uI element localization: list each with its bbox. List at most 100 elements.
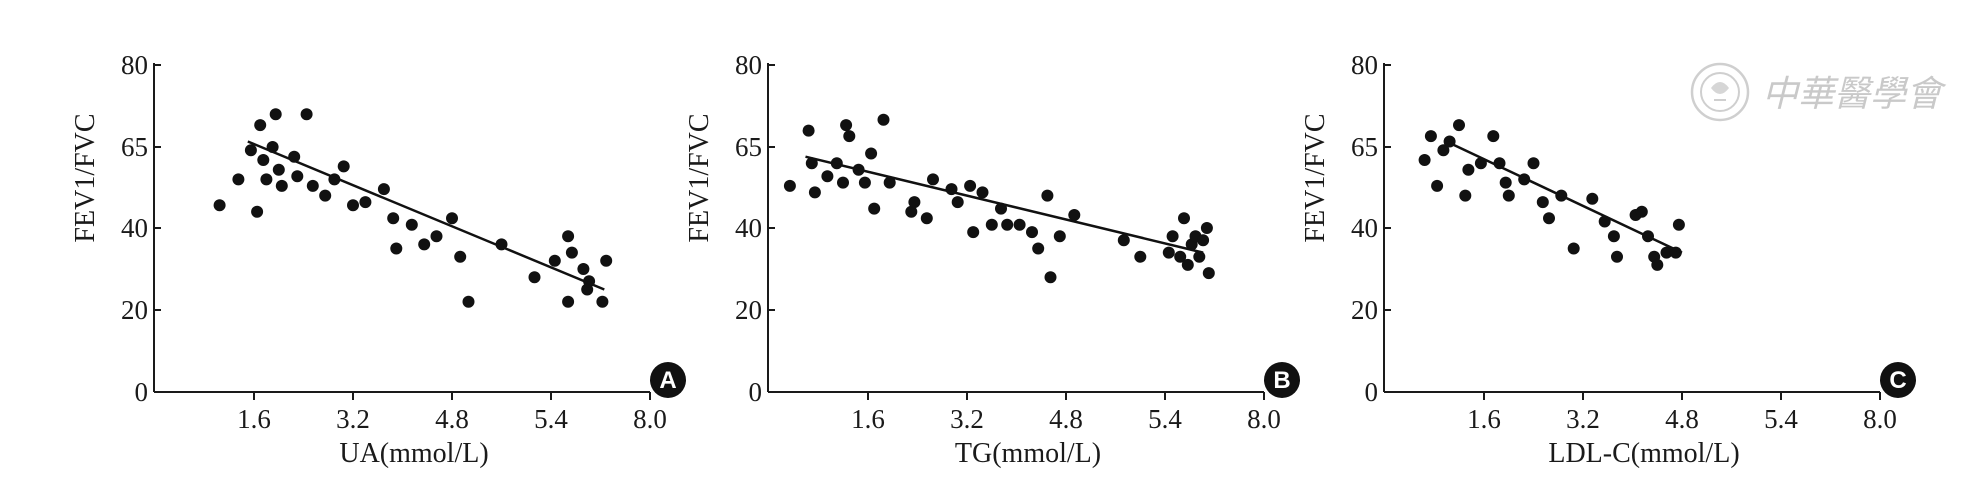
data-point <box>300 108 313 121</box>
data-point <box>213 199 226 212</box>
data-point <box>920 212 933 225</box>
panel-b: 0 20 40 65 80 1.6 3.2 4.8 5.4 8.0 TG(mmol/L) FEV1/F… <box>684 50 1300 469</box>
panel-badge <box>650 362 686 398</box>
data-point <box>1117 234 1130 247</box>
data-point <box>1032 242 1045 255</box>
data-point <box>1134 250 1147 263</box>
panel-c: 0 20 40 65 80 1.6 3.2 4.8 5.4 8.0 LDL-C(mmol/L) FEV… <box>1300 50 1916 469</box>
data-point <box>1431 179 1444 192</box>
data-point <box>1200 222 1213 234</box>
data-point <box>306 179 319 192</box>
data-point <box>976 186 989 199</box>
data-point <box>1453 119 1465 132</box>
y-tick-label: 20 <box>121 295 148 325</box>
y-axis-label: FEV1/FVC <box>1300 113 1331 242</box>
data-point <box>821 170 834 183</box>
data-point <box>1487 130 1500 143</box>
y-axis-label: FEV1/FVC <box>684 113 715 242</box>
data-point <box>1586 192 1599 205</box>
data-point <box>291 170 304 183</box>
data-point <box>1527 157 1540 170</box>
data-point <box>405 218 418 231</box>
data-point <box>908 196 921 209</box>
data-point <box>1459 189 1472 202</box>
data-point <box>1174 250 1187 263</box>
data-point <box>418 238 431 251</box>
data-point <box>802 124 815 137</box>
data-point <box>454 250 467 263</box>
data-point <box>359 196 372 209</box>
data-point <box>254 119 267 132</box>
data-point <box>837 176 849 189</box>
y-tick-label: 80 <box>121 50 148 80</box>
panel-badge <box>1264 362 1300 398</box>
data-point <box>269 108 282 121</box>
data-point <box>843 130 856 143</box>
x-tick-label: 3.2 <box>1566 404 1600 434</box>
data-point <box>1635 205 1648 218</box>
data-point <box>275 179 288 192</box>
x-axis-label: LDL-C(mmol/L) <box>1548 438 1739 469</box>
data-point <box>337 160 350 173</box>
x-axis-label: UA(mmol/L) <box>339 438 488 469</box>
y-tick-label: 65 <box>121 132 148 162</box>
data-point <box>347 199 359 212</box>
x-axis-label: TG(mmol/L) <box>955 438 1101 469</box>
watermark-text: 中華醫學會 <box>1762 74 1947 114</box>
data-point <box>462 295 475 308</box>
data-point <box>1166 230 1179 243</box>
data-point <box>1053 230 1066 243</box>
panel-label: C <box>1889 367 1906 394</box>
data-point <box>1502 189 1515 202</box>
x-tick-label: 4.8 <box>435 404 469 434</box>
data-point <box>1660 246 1673 259</box>
regression-line <box>247 140 605 291</box>
y-tick-label: 40 <box>121 213 148 243</box>
data-point <box>883 176 896 189</box>
data-point <box>244 144 257 157</box>
data-point <box>868 202 881 215</box>
data-point <box>783 179 796 192</box>
data-point <box>1026 226 1038 239</box>
panel-a: 0 20 40 65 80 1.6 3.2 4.8 5.4 8.0 UA(mmol/L) FEV1/F… <box>70 50 686 469</box>
x-tick-label: 8.0 <box>1863 404 1897 434</box>
data-point <box>446 212 458 225</box>
data-point <box>1651 258 1664 271</box>
data-point <box>377 183 390 196</box>
watermark: 中華醫學會 <box>1690 62 1947 122</box>
data-point <box>840 119 853 132</box>
data-point <box>865 147 878 160</box>
y-tick-label: 0 <box>749 377 763 407</box>
data-point <box>1536 196 1549 209</box>
y-tick-label: 0 <box>1365 377 1379 407</box>
data-point <box>1162 246 1175 259</box>
data-point <box>1001 218 1014 231</box>
y-axis-label: FEV1/FVC <box>70 113 101 242</box>
data-point <box>877 113 890 126</box>
data-point <box>1424 130 1437 143</box>
data-point <box>1607 230 1620 243</box>
regression-line <box>805 155 1204 254</box>
data-point <box>1567 242 1580 255</box>
data-point <box>1013 218 1026 231</box>
data-point <box>528 271 541 284</box>
panel-label: B <box>1273 367 1290 394</box>
data-point <box>967 226 980 239</box>
data-point <box>548 254 561 267</box>
data-point <box>1543 212 1555 225</box>
data-point <box>1041 189 1054 202</box>
data-point <box>1437 144 1450 157</box>
data-point <box>905 205 918 218</box>
regression-line <box>1445 140 1683 254</box>
x-tick-label: 5.4 <box>1764 404 1798 434</box>
data-point <box>600 254 613 267</box>
data-point <box>562 230 575 243</box>
y-tick-label: 0 <box>135 377 149 407</box>
panel-label: A <box>659 367 676 394</box>
data-point <box>1193 250 1206 263</box>
x-tick-label: 8.0 <box>633 404 667 434</box>
x-tick-label: 3.2 <box>336 404 370 434</box>
data-point <box>1202 267 1215 280</box>
x-tick-label: 1.6 <box>851 404 885 434</box>
y-tick-label: 40 <box>735 213 762 243</box>
